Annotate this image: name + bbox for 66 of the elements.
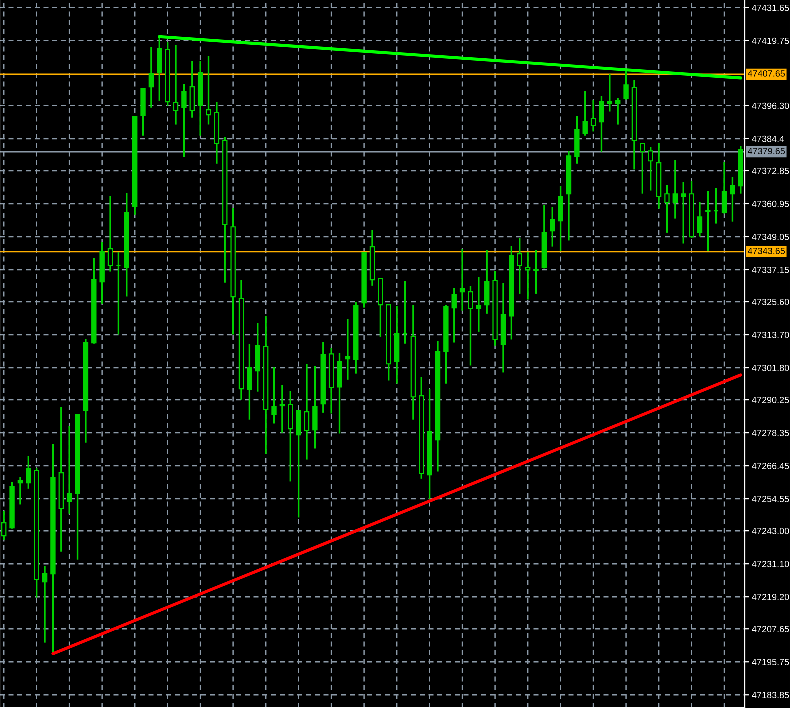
candlestick: [18, 477, 24, 505]
candlestick: [206, 56, 212, 125]
candlestick: [26, 456, 32, 489]
y-tick-label: 47337.15: [752, 266, 790, 274]
candlestick: [148, 47, 154, 108]
candlestick: [280, 385, 286, 433]
candlestick: [42, 566, 48, 643]
y-tick-label: 47219.20: [752, 594, 790, 600]
ref-line-label: 47407.65: [748, 70, 786, 77]
y-tick-label: 47325.60: [752, 298, 790, 306]
y-tick-label: 47360.95: [752, 200, 790, 208]
y-tick-label: 47349.05: [752, 234, 790, 240]
candlestick: [66, 426, 72, 514]
y-tick-label: 47183.85: [752, 692, 790, 698]
candlestick: [706, 191, 711, 251]
candlestick: [1, 511, 7, 540]
ref-line-label: 47379.65: [748, 148, 786, 155]
y-tick-label: 47396.30: [752, 102, 790, 110]
y-tick-label: 47301.80: [752, 364, 790, 372]
candlestick: [312, 366, 318, 449]
y-tick-label: 47431.65: [752, 4, 790, 12]
candlestick: [173, 45, 179, 125]
candlestick: [452, 288, 457, 343]
candlestick: [640, 143, 646, 194]
y-tick-label: 47384.4: [752, 136, 784, 142]
candlestick: [582, 91, 588, 136]
candlestick: [345, 319, 351, 380]
candlestick: [534, 250, 539, 294]
candlestick: [616, 98, 621, 125]
candlestick: [672, 160, 678, 219]
candlestick: [468, 286, 474, 366]
candlestick: [624, 70, 629, 100]
candlestick: [550, 207, 556, 247]
candlestick: [599, 96, 604, 152]
candlestick: [648, 147, 654, 191]
candlestick: [182, 84, 187, 157]
candlestick: [590, 100, 596, 132]
candlestick: [680, 182, 686, 244]
candlestick: [460, 249, 466, 311]
candlestick: [247, 344, 252, 420]
ref-line-label: 47343.65: [748, 248, 786, 254]
y-tick-label: 47290.25: [752, 397, 790, 404]
candlestick: [697, 202, 703, 237]
y-tick-label: 47207.65: [752, 626, 790, 632]
candlestick: [484, 250, 490, 314]
y-tick-label: 47266.45: [752, 463, 790, 470]
candlestick: [517, 238, 522, 294]
y-tick-label: 47243.00: [752, 528, 790, 534]
candlestick: [664, 185, 670, 233]
candlestick: [607, 74, 613, 112]
candlestick: [157, 36, 162, 101]
candlestick: [304, 364, 310, 460]
candlestick: [730, 177, 736, 222]
candlestick: [190, 61, 195, 118]
candlestick: [272, 367, 277, 424]
candlestick: [722, 162, 728, 214]
y-tick-label: 47372.85: [752, 168, 790, 174]
y-tick-label: 47231.10: [752, 561, 790, 568]
y-tick-label: 47419.75: [752, 38, 790, 44]
y-tick-label: 47254.55: [752, 496, 790, 502]
candlestick: [525, 252, 531, 300]
y-tick-label: 47278.35: [752, 430, 790, 436]
y-tick-label: 47313.70: [752, 332, 790, 338]
y-tick-label: 47195.75: [752, 659, 790, 666]
candlestick: [108, 196, 114, 272]
candlestick: [476, 277, 482, 332]
